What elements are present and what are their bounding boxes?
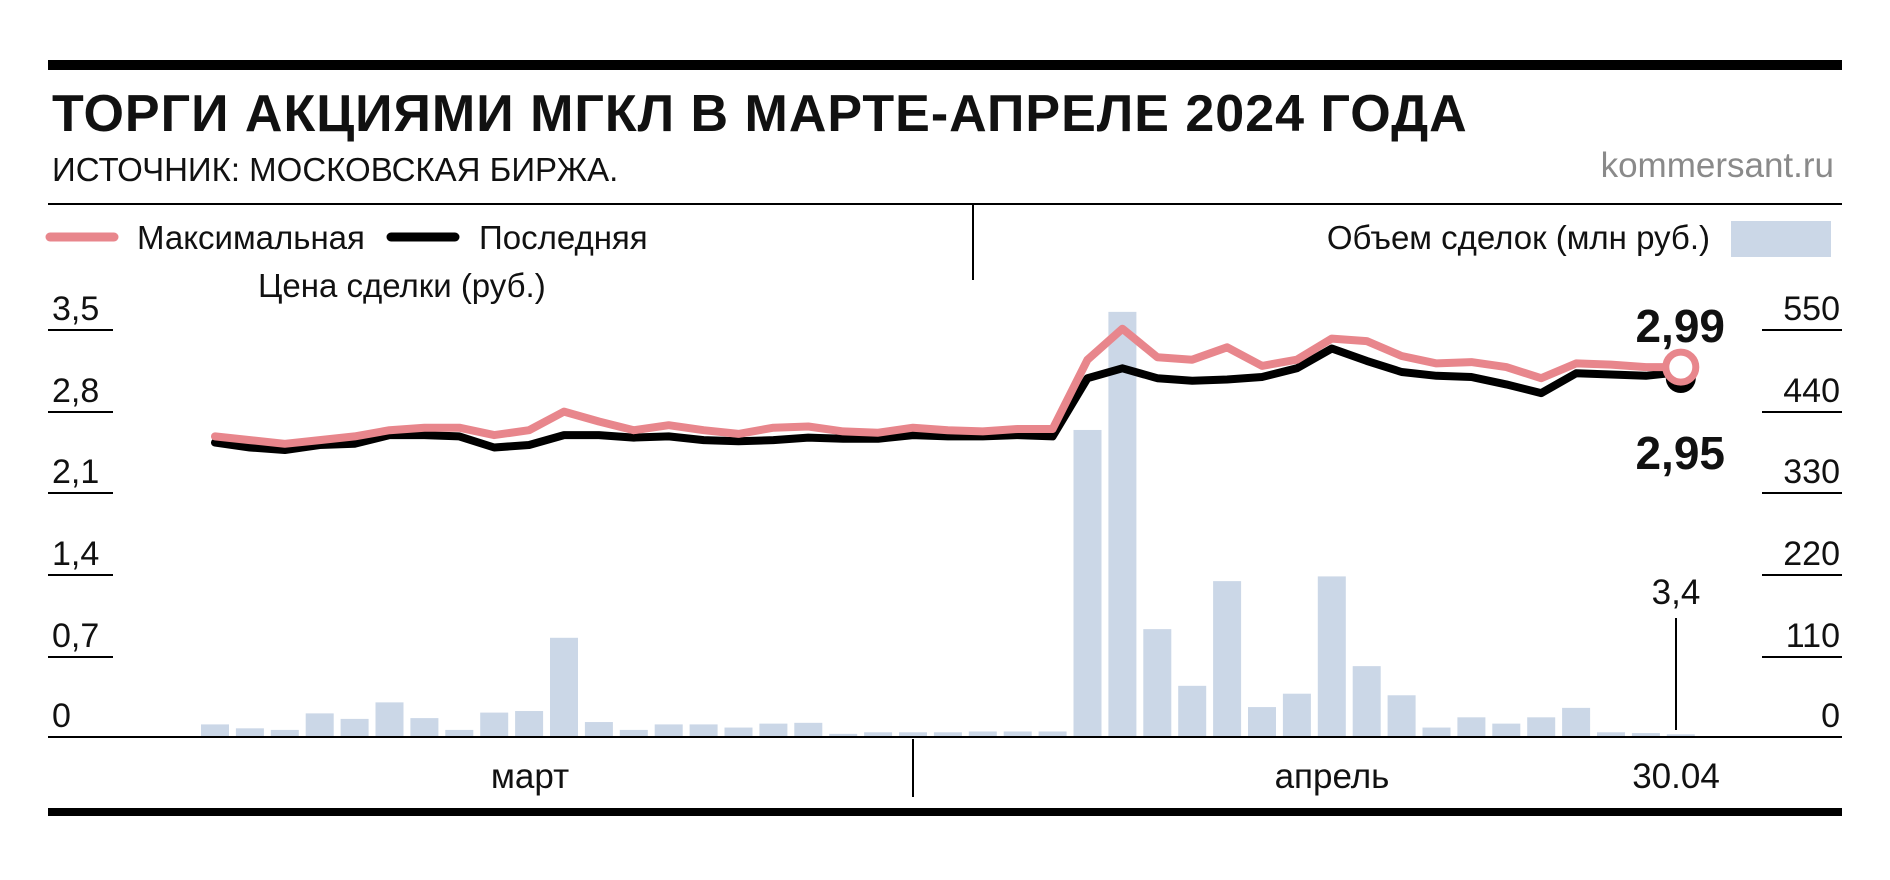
legend-volume-swatch — [1731, 221, 1831, 257]
volume-bar — [445, 729, 474, 737]
source-note: ИСТОЧНИК: МОСКОВСКАЯ БИРЖА. — [52, 151, 619, 188]
volume-bar — [550, 637, 578, 737]
volume-bar — [1422, 727, 1451, 737]
volume-bar — [1666, 734, 1695, 737]
volume-bar — [933, 732, 962, 737]
volume-bar — [1597, 732, 1625, 737]
volume-bar — [1562, 707, 1591, 737]
volume-bar — [759, 723, 788, 737]
left-axis-tick-label: 1,4 — [52, 535, 99, 573]
volume-bar — [968, 731, 997, 737]
max-last-value-label: 2,99 — [1635, 300, 1725, 352]
right-axis-tick-label: 220 — [1783, 535, 1840, 573]
volume-bar — [1282, 693, 1311, 737]
volume-bar — [515, 711, 544, 737]
volume-last-value-label: 3,4 — [1652, 573, 1701, 612]
volume-bar — [829, 733, 858, 737]
volume-bar — [1527, 717, 1556, 737]
volume-bar — [1213, 581, 1242, 737]
left-axis-tick-label: 2,8 — [52, 372, 99, 410]
left-axis-tick-label: 3,5 — [52, 290, 99, 328]
volume-bar — [235, 728, 264, 737]
volume-bar — [1631, 733, 1660, 737]
max-end-marker — [1662, 348, 1700, 386]
site-credit: kommersant.ru — [1600, 146, 1834, 185]
volume-bar — [689, 724, 718, 737]
volume-bar — [1003, 731, 1032, 737]
volume-bar — [410, 718, 439, 737]
volume-bar — [340, 718, 369, 737]
legend-max-label: Максимальная — [137, 219, 365, 256]
right-axis-tick-label: 440 — [1783, 372, 1840, 410]
right-axis-tick-label: 330 — [1783, 453, 1840, 491]
volume-bar — [619, 729, 648, 737]
right-axis-tick-label: 0 — [1821, 697, 1840, 735]
left-axis-tick-label: 0,7 — [52, 617, 99, 655]
volume-bar — [375, 702, 404, 737]
line-max — [211, 324, 1685, 448]
volume-bar — [1457, 717, 1486, 737]
volume-bar — [794, 722, 823, 737]
volume-bar — [1073, 429, 1102, 737]
volume-bar — [654, 724, 683, 737]
volume-bar — [864, 732, 893, 737]
volume-bar — [1352, 666, 1381, 737]
volume-bar — [1143, 629, 1172, 737]
left-axis-tick-label: 2,1 — [52, 453, 99, 491]
volume-bar — [270, 729, 299, 737]
volume-bar — [1387, 695, 1416, 737]
volume-bar — [201, 724, 229, 737]
volume-bar — [1108, 311, 1137, 737]
x-label-end-date: 30.04 — [1632, 757, 1720, 796]
bottom-rule — [48, 808, 1842, 816]
price-axis-caption: Цена сделки (руб.) — [258, 267, 546, 304]
last-last-value-label: 2,95 — [1635, 427, 1725, 479]
right-axis-tick-label: 550 — [1783, 290, 1840, 328]
right-axis-tick-label: 110 — [1786, 617, 1840, 655]
top-rule — [48, 60, 1842, 70]
x-label-april: апрель — [1275, 757, 1390, 796]
header-divider — [48, 203, 1842, 205]
line-last — [211, 344, 1685, 454]
volume-bar — [1248, 707, 1276, 737]
volume-bar — [724, 727, 753, 737]
x-label-march: март — [491, 757, 569, 796]
legend-last-label: Последняя — [479, 219, 648, 256]
volume-bar — [584, 722, 613, 737]
volume-bar — [1038, 731, 1067, 737]
volume-bar — [1317, 576, 1346, 737]
chart-title: ТОРГИ АКЦИЯМИ МГКЛ В МАРТЕ-АПРЕЛЕ 2024 Г… — [52, 85, 1468, 143]
volume-bar — [1492, 723, 1521, 737]
volume-bar — [305, 713, 334, 737]
legend-volume-label: Объем сделок (млн руб.) — [1327, 219, 1710, 256]
volume-bar — [1178, 685, 1207, 737]
left-axis-tick-label: 0 — [52, 697, 71, 735]
volume-bar — [899, 732, 927, 737]
volume-bar — [480, 712, 509, 737]
